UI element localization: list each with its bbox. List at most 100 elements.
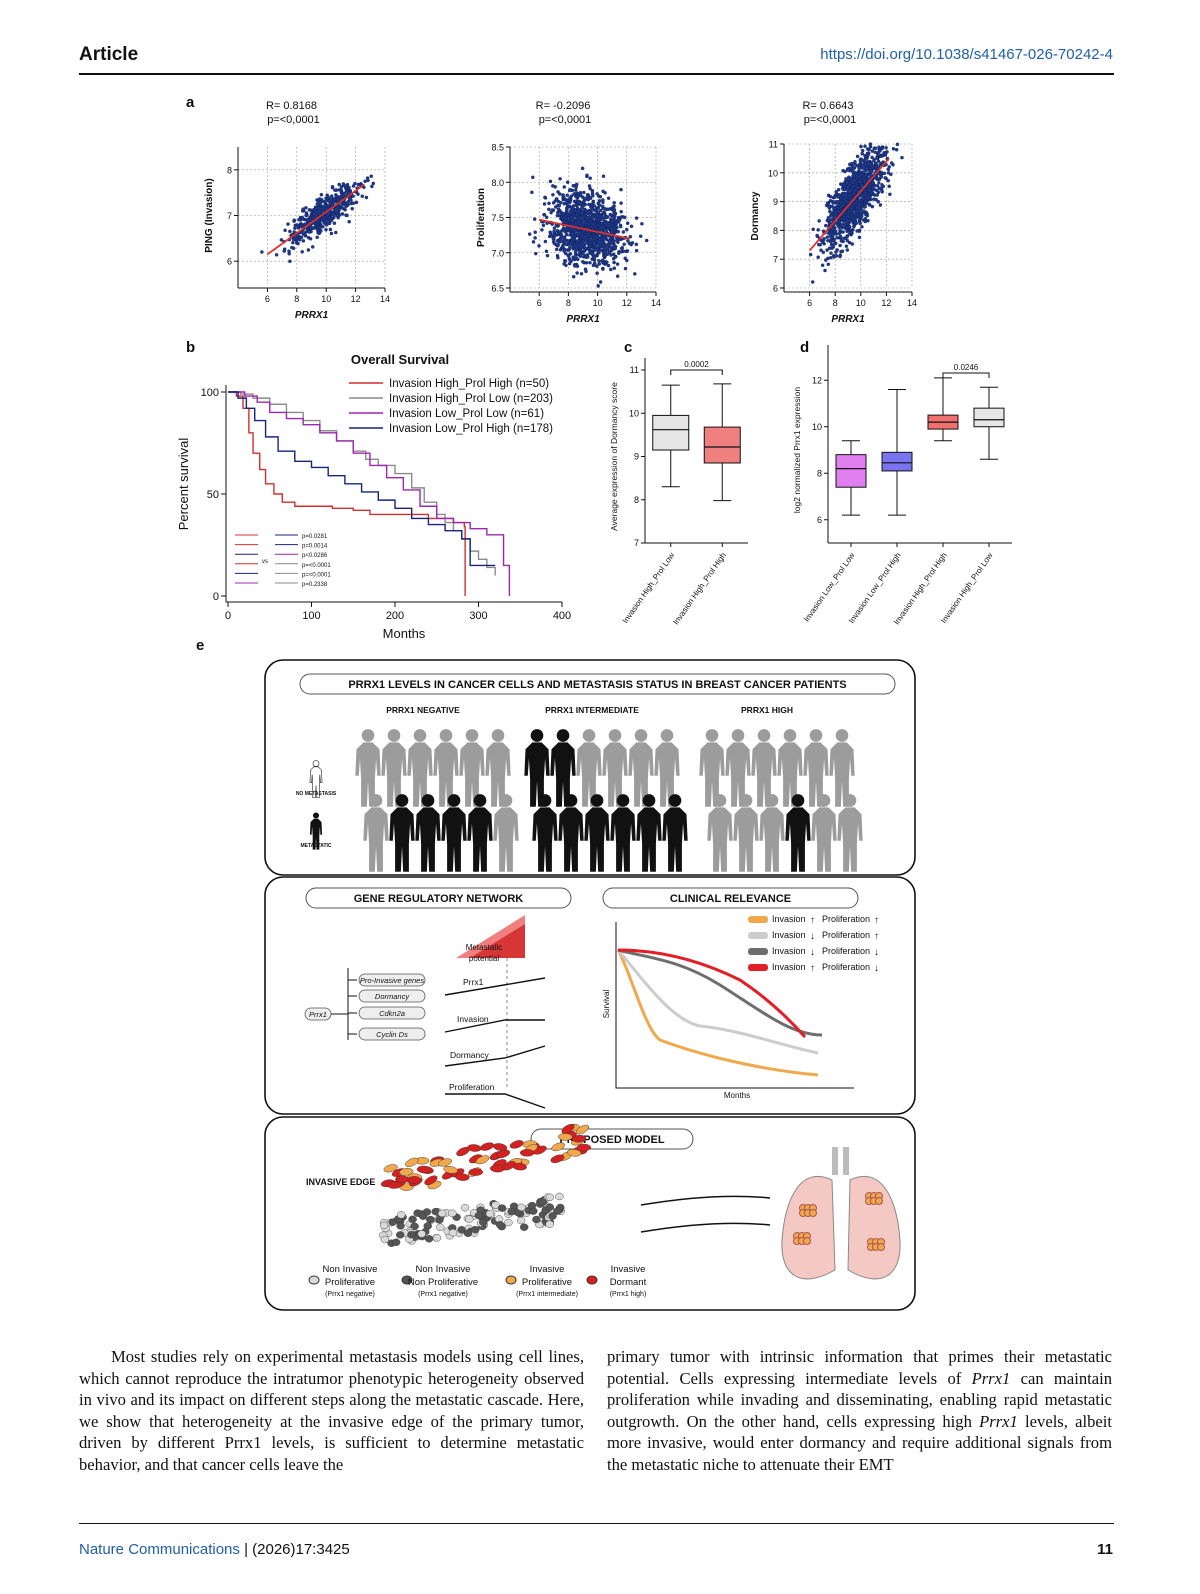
data-point: [325, 193, 329, 197]
data-point: [592, 204, 597, 208]
metastasis-nodule: [803, 1237, 811, 1245]
data-point: [875, 188, 879, 193]
footer-journal[interactable]: Nature Communications: [79, 1541, 240, 1558]
x-tick-label: 6: [807, 298, 812, 308]
y-tick-label: 12: [812, 375, 822, 385]
legend-label: Invasion Low_Prol Low (n=61): [389, 408, 544, 420]
doi-link[interactable]: https://doi.org/10.1038/s41467-026-70242…: [820, 46, 1113, 63]
data-point: [611, 226, 616, 231]
tumor-cell: [463, 1229, 473, 1238]
metastatic-patient-figure: [532, 794, 558, 872]
metastatic-patient-figure: [610, 794, 636, 872]
data-point: [855, 186, 860, 190]
data-point: [862, 191, 867, 196]
invasive-cell: [509, 1140, 524, 1149]
data-point: [868, 142, 873, 146]
data-point: [581, 259, 585, 264]
cell-legend-icon: [586, 1275, 598, 1285]
person-head: [387, 729, 401, 742]
group-label: PRRX1 INTERMEDIATE: [545, 705, 639, 715]
data-point: [858, 208, 863, 212]
data-point: [575, 191, 580, 195]
data-point: [288, 229, 292, 234]
data-point: [573, 199, 577, 204]
data-point: [600, 259, 604, 263]
data-point: [860, 151, 864, 156]
stat-r-value: R= 0.6643: [802, 100, 853, 112]
tumor-cell: [448, 1209, 457, 1218]
data-point: [620, 245, 625, 250]
data-point: [573, 264, 577, 268]
data-point: [297, 217, 301, 222]
data-point: [547, 234, 552, 239]
data-point: [551, 201, 556, 205]
cell-legend-line3: (Prrx1 high): [610, 1291, 647, 1298]
data-point: [615, 238, 619, 243]
legend-label: Invasion Low_Prol High (n=178): [389, 423, 553, 435]
x-tick-label: 12: [622, 298, 632, 308]
data-point: [638, 234, 643, 238]
x-axis-label: Months: [383, 626, 426, 641]
data-point: [625, 249, 630, 253]
journal-section-label: Article: [79, 44, 139, 65]
data-point: [824, 258, 828, 262]
data-point: [863, 201, 868, 205]
data-point: [568, 246, 572, 250]
stat-p-value: p=<0,0001: [267, 114, 320, 126]
data-point: [833, 226, 837, 230]
data-point: [850, 210, 854, 215]
tumor-cell: [516, 1216, 526, 1225]
clinical-legend-proliferation: Proliferation: [822, 946, 870, 956]
data-point: [582, 249, 587, 253]
data-point: [882, 171, 887, 176]
grn-row-label: Dormancy: [450, 1050, 489, 1060]
data-point: [587, 222, 592, 227]
legend-label: NO METASTASIS: [296, 791, 337, 797]
y-tick-label: 6: [817, 515, 822, 525]
data-point: [564, 263, 568, 268]
data-point: [615, 274, 620, 278]
data-point: [601, 174, 606, 178]
data-point: [340, 212, 345, 216]
data-point: [629, 224, 634, 229]
data-point: [877, 145, 881, 149]
data-point: [835, 248, 839, 252]
data-point: [866, 153, 870, 157]
grn-connector: [331, 968, 349, 1040]
y-tick-label: 7: [773, 255, 778, 265]
data-point: [829, 255, 833, 260]
data-point: [596, 284, 600, 288]
data-point: [619, 187, 623, 192]
data-point: [566, 204, 570, 208]
y-tick-label: 8: [634, 495, 639, 505]
right-lung: [847, 1176, 901, 1280]
data-point: [619, 209, 623, 214]
figure: a R= 0.8168 p=<0,0001 6 7 8 6 8 10 12 14 PRRX1 PING …: [176, 94, 1012, 1311]
data-point: [819, 248, 823, 252]
data-point: [572, 192, 576, 196]
data-point: [331, 212, 335, 217]
data-point: [867, 187, 871, 191]
y-tick-label: 10: [812, 422, 822, 432]
data-point: [835, 199, 840, 204]
significance-bracket: [942, 372, 990, 378]
data-point: [837, 231, 842, 236]
data-point: [345, 203, 349, 207]
data-point: [299, 235, 304, 240]
y-axis-label: Percent survival: [176, 438, 191, 531]
y-axis-label: Average expression of Dormancy score: [609, 382, 619, 531]
data-point: [282, 249, 286, 253]
data-point: [537, 244, 541, 248]
data-point: [850, 167, 855, 171]
grn-target-node-label: Pro-Invasive genes: [360, 976, 424, 985]
data-point: [847, 225, 851, 229]
data-point: [568, 187, 573, 192]
data-point: [371, 181, 376, 186]
data-point: [548, 230, 552, 234]
data-point: [566, 216, 571, 220]
data-point: [860, 225, 864, 229]
box: [652, 414, 690, 451]
data-point: [825, 248, 829, 252]
clinical-legend-invasion: Invasion: [772, 962, 806, 972]
data-point: [607, 222, 611, 226]
